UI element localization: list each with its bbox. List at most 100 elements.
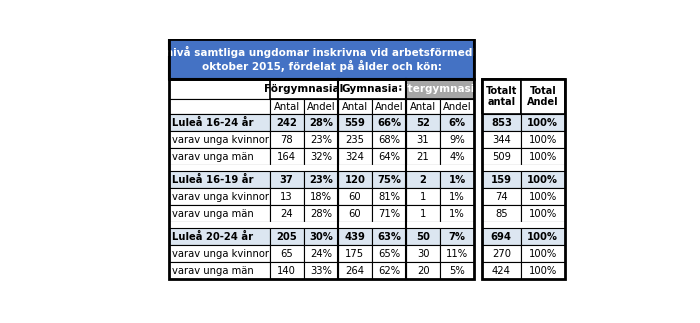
Text: 30: 30 — [416, 249, 429, 259]
Bar — [521, 114, 565, 131]
Bar — [169, 171, 270, 188]
Text: 324: 324 — [345, 151, 364, 162]
Bar — [406, 222, 440, 228]
Bar — [406, 148, 440, 165]
Text: 439: 439 — [344, 232, 365, 242]
Text: 509: 509 — [492, 151, 511, 162]
Bar — [304, 114, 338, 131]
Text: 6%: 6% — [449, 118, 466, 128]
Bar — [474, 188, 482, 205]
Bar — [338, 188, 372, 205]
Bar — [372, 171, 406, 188]
Bar — [169, 188, 270, 205]
Text: 50: 50 — [416, 232, 430, 242]
Bar — [338, 79, 406, 99]
Bar — [482, 171, 521, 188]
Text: Totalt
antal: Totalt antal — [486, 86, 517, 107]
Text: varav unga kvinnor: varav unga kvinnor — [172, 249, 269, 259]
Text: 23%: 23% — [310, 135, 332, 145]
Bar — [474, 228, 482, 245]
Text: 4%: 4% — [449, 151, 465, 162]
Text: varav unga män: varav unga män — [172, 209, 253, 219]
Bar — [270, 79, 338, 99]
Bar — [521, 205, 565, 222]
Text: 2: 2 — [419, 175, 426, 185]
Bar — [440, 245, 474, 262]
Text: varav unga män: varav unga män — [172, 151, 253, 162]
Bar — [338, 228, 372, 245]
Bar — [521, 222, 565, 228]
Text: 100%: 100% — [527, 175, 559, 185]
Text: Andel: Andel — [374, 101, 403, 111]
Bar — [482, 205, 521, 222]
Bar — [440, 228, 474, 245]
Text: 64%: 64% — [378, 151, 400, 162]
Text: 37: 37 — [280, 175, 293, 185]
Bar — [372, 205, 406, 222]
Text: Luleå 16-24 år: Luleå 16-24 år — [172, 118, 253, 128]
Bar — [304, 99, 338, 114]
Bar — [474, 114, 482, 131]
Text: 11%: 11% — [446, 249, 468, 259]
Bar — [440, 188, 474, 205]
Text: 71%: 71% — [378, 209, 400, 219]
Bar — [482, 114, 521, 131]
Bar — [270, 188, 304, 205]
Bar — [270, 222, 304, 228]
Text: Antal: Antal — [410, 101, 436, 111]
Bar — [338, 148, 372, 165]
Text: varav unga kvinnor: varav unga kvinnor — [172, 192, 269, 202]
Bar — [474, 262, 482, 279]
Bar — [482, 245, 521, 262]
Bar — [338, 171, 372, 188]
Bar — [482, 165, 521, 171]
Text: Antal: Antal — [274, 101, 300, 111]
Text: 100%: 100% — [528, 151, 557, 162]
Bar — [482, 131, 521, 148]
Text: 1%: 1% — [449, 192, 465, 202]
Bar — [169, 99, 270, 114]
Bar — [440, 222, 474, 228]
Text: 24%: 24% — [310, 249, 332, 259]
Bar — [169, 79, 474, 279]
Text: Förgymnasial: Förgymnasial — [264, 84, 344, 94]
Bar — [304, 222, 338, 228]
Bar — [304, 262, 338, 279]
Bar — [406, 205, 440, 222]
Text: 100%: 100% — [528, 249, 557, 259]
Bar — [338, 262, 372, 279]
Bar — [338, 165, 372, 171]
Text: 52: 52 — [416, 118, 430, 128]
Bar — [270, 165, 304, 171]
Bar — [372, 131, 406, 148]
Text: 75%: 75% — [377, 175, 401, 185]
Text: Total
Andel: Total Andel — [527, 86, 559, 107]
Bar — [521, 188, 565, 205]
Text: 24: 24 — [281, 209, 293, 219]
Text: 100%: 100% — [528, 135, 557, 145]
Text: 28%: 28% — [309, 118, 332, 128]
Text: varav unga män: varav unga män — [172, 266, 253, 276]
Bar — [406, 228, 440, 245]
Bar — [482, 262, 521, 279]
Bar — [270, 99, 304, 114]
Text: 66%: 66% — [377, 118, 401, 128]
Text: 264: 264 — [345, 266, 365, 276]
Text: 175: 175 — [345, 249, 365, 259]
Bar — [304, 165, 338, 171]
Bar — [406, 99, 440, 114]
Bar — [270, 245, 304, 262]
Text: 164: 164 — [277, 151, 296, 162]
Bar — [338, 131, 372, 148]
Bar — [474, 222, 482, 228]
Bar — [372, 99, 406, 114]
Text: 30%: 30% — [309, 232, 332, 242]
Bar — [372, 148, 406, 165]
Text: 205: 205 — [276, 232, 297, 242]
Bar — [169, 131, 270, 148]
Text: 853: 853 — [491, 118, 512, 128]
Text: 33%: 33% — [310, 266, 332, 276]
Text: 235: 235 — [345, 135, 365, 145]
Text: 23%: 23% — [309, 175, 332, 185]
Bar — [521, 165, 565, 171]
